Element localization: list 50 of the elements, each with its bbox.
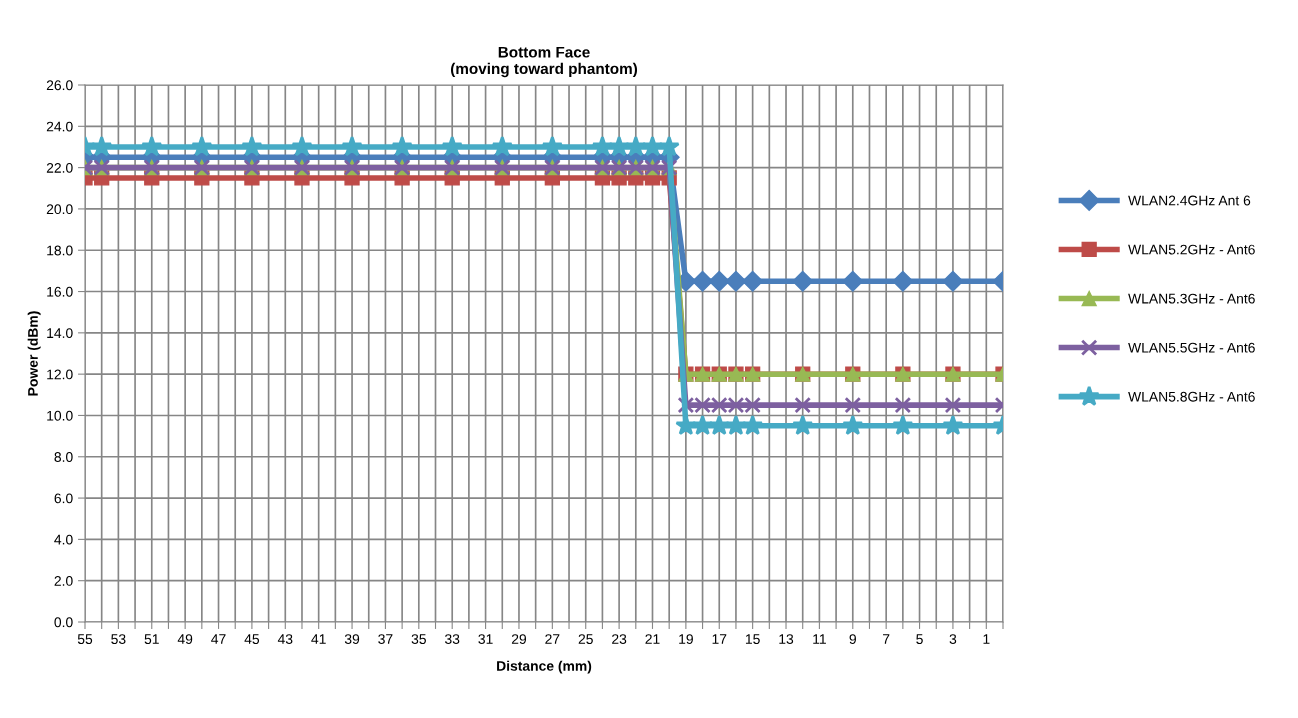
x-tick-label: 23	[612, 634, 627, 645]
x-tick-label: 9	[849, 634, 856, 645]
x-tick-label: 7	[883, 634, 890, 644]
x-tick-label: 15	[745, 634, 760, 645]
legend-label: WLAN5.5GHz - Ant6	[1128, 342, 1255, 353]
x-tick-label: 13	[779, 634, 794, 645]
y-tick-label: 10.0	[47, 410, 73, 421]
x-tick-label: 37	[378, 634, 393, 645]
chart-title: Bottom Face (moving toward phantom)	[450, 46, 638, 78]
y-tick-label: 0.0	[54, 617, 73, 628]
y-tick-label: 16.0	[47, 286, 73, 297]
y-tick-label: 24.0	[46, 121, 73, 132]
x-tick-label: 1	[983, 634, 990, 644]
x-tick-label: 31	[478, 634, 493, 645]
x-tick-label: 11	[813, 634, 826, 644]
x-tick-label: 35	[411, 634, 426, 645]
y-tick-label: 2.0	[54, 576, 73, 586]
x-tick-label: 51	[144, 634, 159, 645]
x-tick-label: 53	[111, 634, 126, 645]
y-tick-label: 20.0	[46, 204, 73, 215]
x-tick-label: 33	[445, 634, 460, 645]
y-tick-label: 18.0	[47, 245, 73, 256]
x-tick-label: 19	[679, 634, 693, 645]
legend-label: WLAN5.3GHz - Ant6	[1128, 293, 1255, 304]
legend-label: WLAN5.2GHz - Ant6	[1128, 244, 1255, 255]
x-tick-label: 47	[211, 634, 226, 644]
y-axis-title: Power (dBm)	[27, 311, 41, 396]
legend-label: WLAN5.8GHz - Ant6	[1128, 391, 1255, 402]
x-tick-label: 41	[311, 634, 326, 644]
x-tick-label: 3	[949, 634, 957, 645]
x-tick-label: 21	[645, 634, 660, 644]
y-tick-label: 4.0	[54, 534, 73, 545]
x-tick-label: 25	[578, 634, 593, 645]
legend-label: WLAN2.4GHz Ant 6	[1128, 195, 1251, 206]
y-tick-label: 8.0	[54, 452, 73, 462]
x-tick-label: 27	[545, 634, 560, 644]
y-tick-label: 22.0	[46, 162, 73, 173]
x-tick-label: 39	[344, 634, 360, 645]
x-tick-label: 5	[916, 634, 923, 645]
y-tick-label: 12.0	[47, 369, 73, 380]
y-tick-label: 6.0	[54, 493, 73, 504]
x-tick-label: 49	[177, 634, 193, 645]
y-tick-label: 14.0	[47, 328, 73, 339]
x-tick-label: 29	[511, 634, 527, 645]
y-tick-label: 26.0	[46, 80, 73, 91]
x-tick-label: 17	[712, 634, 727, 644]
x-tick-label: 55	[77, 634, 93, 645]
x-axis-title: Distance (mm)	[497, 660, 592, 674]
x-tick-label: 43	[277, 634, 293, 645]
x-tick-label: 45	[244, 634, 260, 645]
